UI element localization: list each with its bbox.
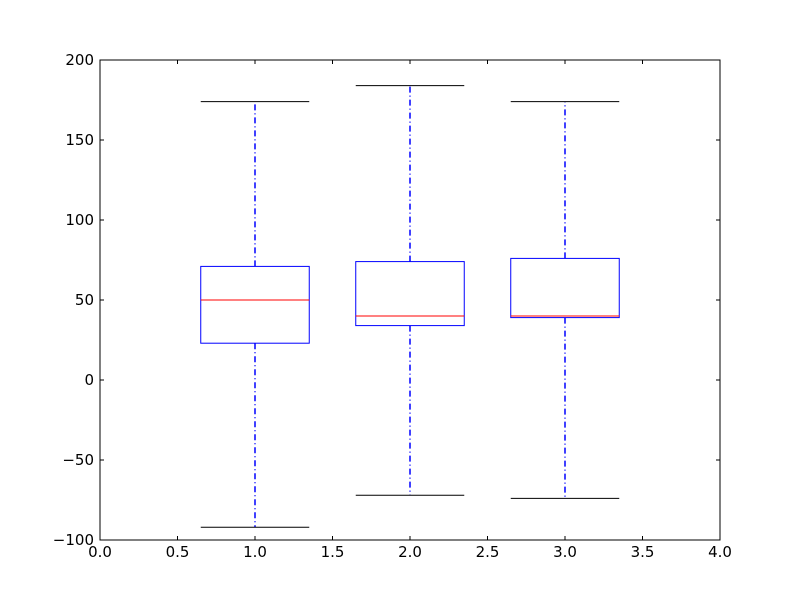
x-tick-label: 3.5: [631, 543, 655, 561]
box-group-3: [510, 101, 620, 499]
box-series: [200, 85, 620, 528]
box-group-2: [355, 85, 465, 496]
x-tick-label: 4.0: [708, 543, 732, 561]
y-tick-label: 0: [84, 371, 94, 389]
x-tick-label: 0.0: [88, 543, 112, 561]
y-tick-label: 100: [65, 211, 94, 229]
box-iqr: [510, 257, 620, 319]
y-tick-label: 50: [75, 291, 94, 309]
box-iqr: [355, 261, 465, 327]
x-tick-label: 1.5: [321, 543, 345, 561]
box-group-1: [200, 101, 310, 528]
x-tick-label: 0.5: [166, 543, 190, 561]
y-tick-label: −50: [62, 451, 94, 469]
plot-area: [99, 59, 721, 541]
x-tick-label: 1.0: [243, 543, 267, 561]
x-tick-label: 3.0: [553, 543, 577, 561]
y-tick-label: 200: [65, 51, 94, 69]
x-tick-label: 2.5: [476, 543, 500, 561]
x-tick-label: 2.0: [398, 543, 422, 561]
y-tick-label: 150: [65, 131, 94, 149]
box-iqr: [200, 265, 310, 344]
axis-ticks: [99, 59, 721, 541]
y-tick-label: −100: [53, 531, 94, 549]
axis-tick-labels: 0.0 0.5 1.0 1.5 2.0 2.5 3.0 3.5 4.0 200 150 100 50 0 −…: [53, 51, 732, 561]
